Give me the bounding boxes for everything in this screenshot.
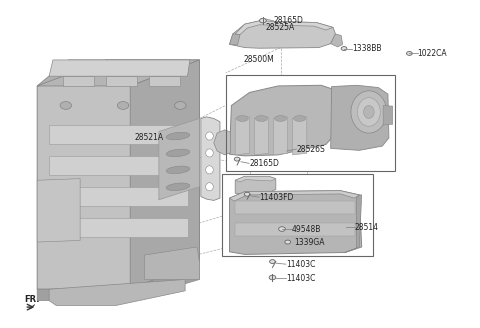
- Text: 11403C: 11403C: [286, 274, 315, 283]
- Ellipse shape: [294, 115, 306, 121]
- Ellipse shape: [205, 183, 213, 191]
- Ellipse shape: [237, 115, 248, 121]
- Polygon shape: [49, 187, 188, 206]
- Ellipse shape: [205, 166, 213, 174]
- Polygon shape: [235, 176, 276, 194]
- Bar: [226, 74, 395, 171]
- Bar: [222, 174, 372, 256]
- Polygon shape: [229, 85, 335, 156]
- Polygon shape: [235, 201, 355, 215]
- Text: 28165D: 28165D: [274, 16, 303, 25]
- Polygon shape: [331, 85, 389, 150]
- Polygon shape: [130, 60, 199, 289]
- Circle shape: [407, 51, 412, 55]
- Circle shape: [244, 192, 250, 196]
- Ellipse shape: [275, 115, 287, 121]
- Polygon shape: [49, 60, 190, 76]
- Text: 28526S: 28526S: [296, 145, 325, 154]
- Polygon shape: [49, 218, 188, 237]
- Polygon shape: [229, 191, 360, 201]
- Text: 1338BB: 1338BB: [352, 44, 382, 53]
- Polygon shape: [37, 179, 80, 242]
- Polygon shape: [201, 117, 220, 200]
- Text: 28521A: 28521A: [134, 133, 163, 142]
- Ellipse shape: [166, 166, 190, 174]
- Circle shape: [260, 18, 266, 23]
- Text: FR.: FR.: [24, 296, 40, 304]
- Text: 28500M: 28500M: [244, 55, 275, 64]
- Polygon shape: [229, 21, 336, 48]
- Polygon shape: [63, 76, 95, 86]
- Ellipse shape: [205, 132, 213, 140]
- Polygon shape: [144, 247, 199, 279]
- Circle shape: [234, 157, 240, 161]
- Polygon shape: [254, 117, 269, 155]
- Polygon shape: [383, 106, 393, 125]
- Ellipse shape: [166, 149, 190, 157]
- Polygon shape: [235, 117, 250, 155]
- Circle shape: [279, 227, 285, 231]
- Polygon shape: [49, 156, 188, 175]
- Polygon shape: [37, 60, 199, 86]
- Text: 49548B: 49548B: [291, 225, 321, 234]
- Polygon shape: [345, 195, 362, 253]
- Ellipse shape: [351, 91, 387, 133]
- Ellipse shape: [205, 149, 213, 157]
- Text: 28165D: 28165D: [249, 159, 279, 168]
- Polygon shape: [49, 279, 185, 305]
- Polygon shape: [229, 34, 240, 45]
- Polygon shape: [292, 117, 307, 155]
- Text: 1022CA: 1022CA: [418, 49, 447, 58]
- Circle shape: [175, 102, 186, 109]
- Ellipse shape: [358, 98, 380, 126]
- Circle shape: [341, 47, 347, 51]
- Ellipse shape: [255, 115, 267, 121]
- Text: 28525A: 28525A: [265, 23, 295, 32]
- Polygon shape: [37, 60, 199, 289]
- Circle shape: [269, 275, 276, 280]
- Polygon shape: [214, 130, 230, 155]
- Circle shape: [285, 240, 290, 244]
- Polygon shape: [274, 117, 288, 155]
- Circle shape: [270, 260, 276, 263]
- Polygon shape: [235, 21, 333, 34]
- Circle shape: [60, 102, 72, 109]
- Polygon shape: [235, 222, 355, 236]
- Polygon shape: [37, 60, 107, 86]
- Ellipse shape: [364, 106, 374, 118]
- Text: 28514: 28514: [355, 223, 379, 232]
- Polygon shape: [37, 261, 199, 300]
- Polygon shape: [107, 76, 137, 86]
- Polygon shape: [149, 76, 180, 86]
- Polygon shape: [29, 304, 35, 309]
- Ellipse shape: [166, 183, 190, 191]
- Circle shape: [117, 102, 129, 109]
- Polygon shape: [235, 176, 276, 182]
- Polygon shape: [229, 191, 362, 255]
- Text: 11403C: 11403C: [286, 260, 315, 269]
- Polygon shape: [159, 118, 199, 200]
- Polygon shape: [331, 34, 343, 47]
- Text: 1339GA: 1339GA: [294, 237, 325, 247]
- Ellipse shape: [166, 132, 190, 140]
- Text: 11403FD: 11403FD: [259, 193, 293, 202]
- Polygon shape: [49, 125, 188, 145]
